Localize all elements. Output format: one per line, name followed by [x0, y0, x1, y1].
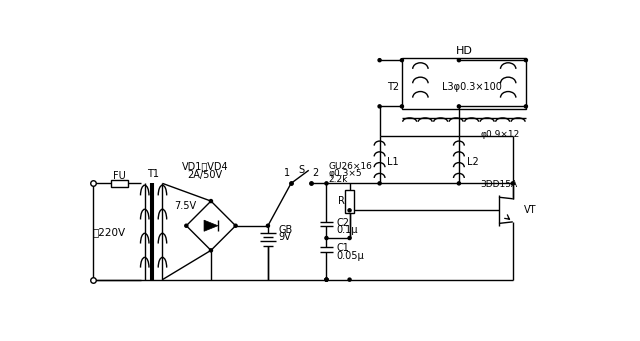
Circle shape	[234, 224, 237, 227]
Text: HD: HD	[456, 46, 472, 56]
Circle shape	[325, 278, 328, 281]
Circle shape	[524, 105, 527, 108]
Text: 0.05μ: 0.05μ	[337, 251, 364, 261]
Text: C1: C1	[337, 243, 349, 253]
Text: R: R	[338, 196, 344, 206]
Text: L3φ0.3×100: L3φ0.3×100	[442, 82, 502, 92]
Bar	[345, 190, 354, 213]
Text: 3DD15A: 3DD15A	[481, 180, 518, 189]
Circle shape	[401, 105, 403, 108]
Circle shape	[325, 278, 328, 281]
Circle shape	[378, 182, 381, 185]
Circle shape	[458, 105, 460, 108]
Polygon shape	[204, 220, 218, 231]
Text: 2: 2	[312, 168, 319, 178]
Text: VT: VT	[524, 205, 536, 215]
Text: VD1～VD4: VD1～VD4	[182, 161, 228, 172]
Circle shape	[524, 59, 527, 62]
Text: T1: T1	[147, 169, 159, 179]
Text: φ0.9×12: φ0.9×12	[481, 130, 520, 138]
Circle shape	[325, 278, 328, 281]
Text: GU26×16: GU26×16	[329, 162, 372, 171]
Text: 9V: 9V	[279, 232, 291, 242]
Circle shape	[348, 237, 351, 240]
Text: φ0.3×5: φ0.3×5	[329, 169, 362, 178]
Circle shape	[511, 182, 515, 185]
Circle shape	[348, 278, 351, 281]
Circle shape	[266, 224, 269, 227]
Circle shape	[185, 224, 188, 227]
Circle shape	[325, 182, 328, 185]
Text: 1: 1	[284, 168, 291, 178]
Circle shape	[209, 199, 212, 203]
Text: GB: GB	[279, 225, 293, 235]
Text: FU: FU	[113, 170, 125, 181]
Text: 2A/50V: 2A/50V	[188, 170, 222, 180]
Text: 2.2k: 2.2k	[329, 175, 348, 184]
Circle shape	[378, 105, 381, 108]
Circle shape	[348, 209, 351, 212]
Text: T2: T2	[387, 82, 399, 92]
Text: ～220V: ～220V	[92, 227, 125, 237]
Circle shape	[209, 249, 212, 252]
Circle shape	[458, 182, 460, 185]
Bar	[402, 58, 526, 109]
Circle shape	[458, 59, 460, 62]
Circle shape	[325, 237, 328, 240]
Text: L1: L1	[387, 157, 399, 167]
Text: 0.1μ: 0.1μ	[337, 225, 358, 235]
Circle shape	[401, 59, 403, 62]
Text: C2: C2	[337, 218, 349, 228]
Text: S: S	[298, 164, 304, 175]
Bar	[111, 179, 128, 187]
Text: 7.5V: 7.5V	[174, 202, 196, 211]
Circle shape	[378, 59, 381, 62]
Text: L2: L2	[467, 157, 478, 167]
